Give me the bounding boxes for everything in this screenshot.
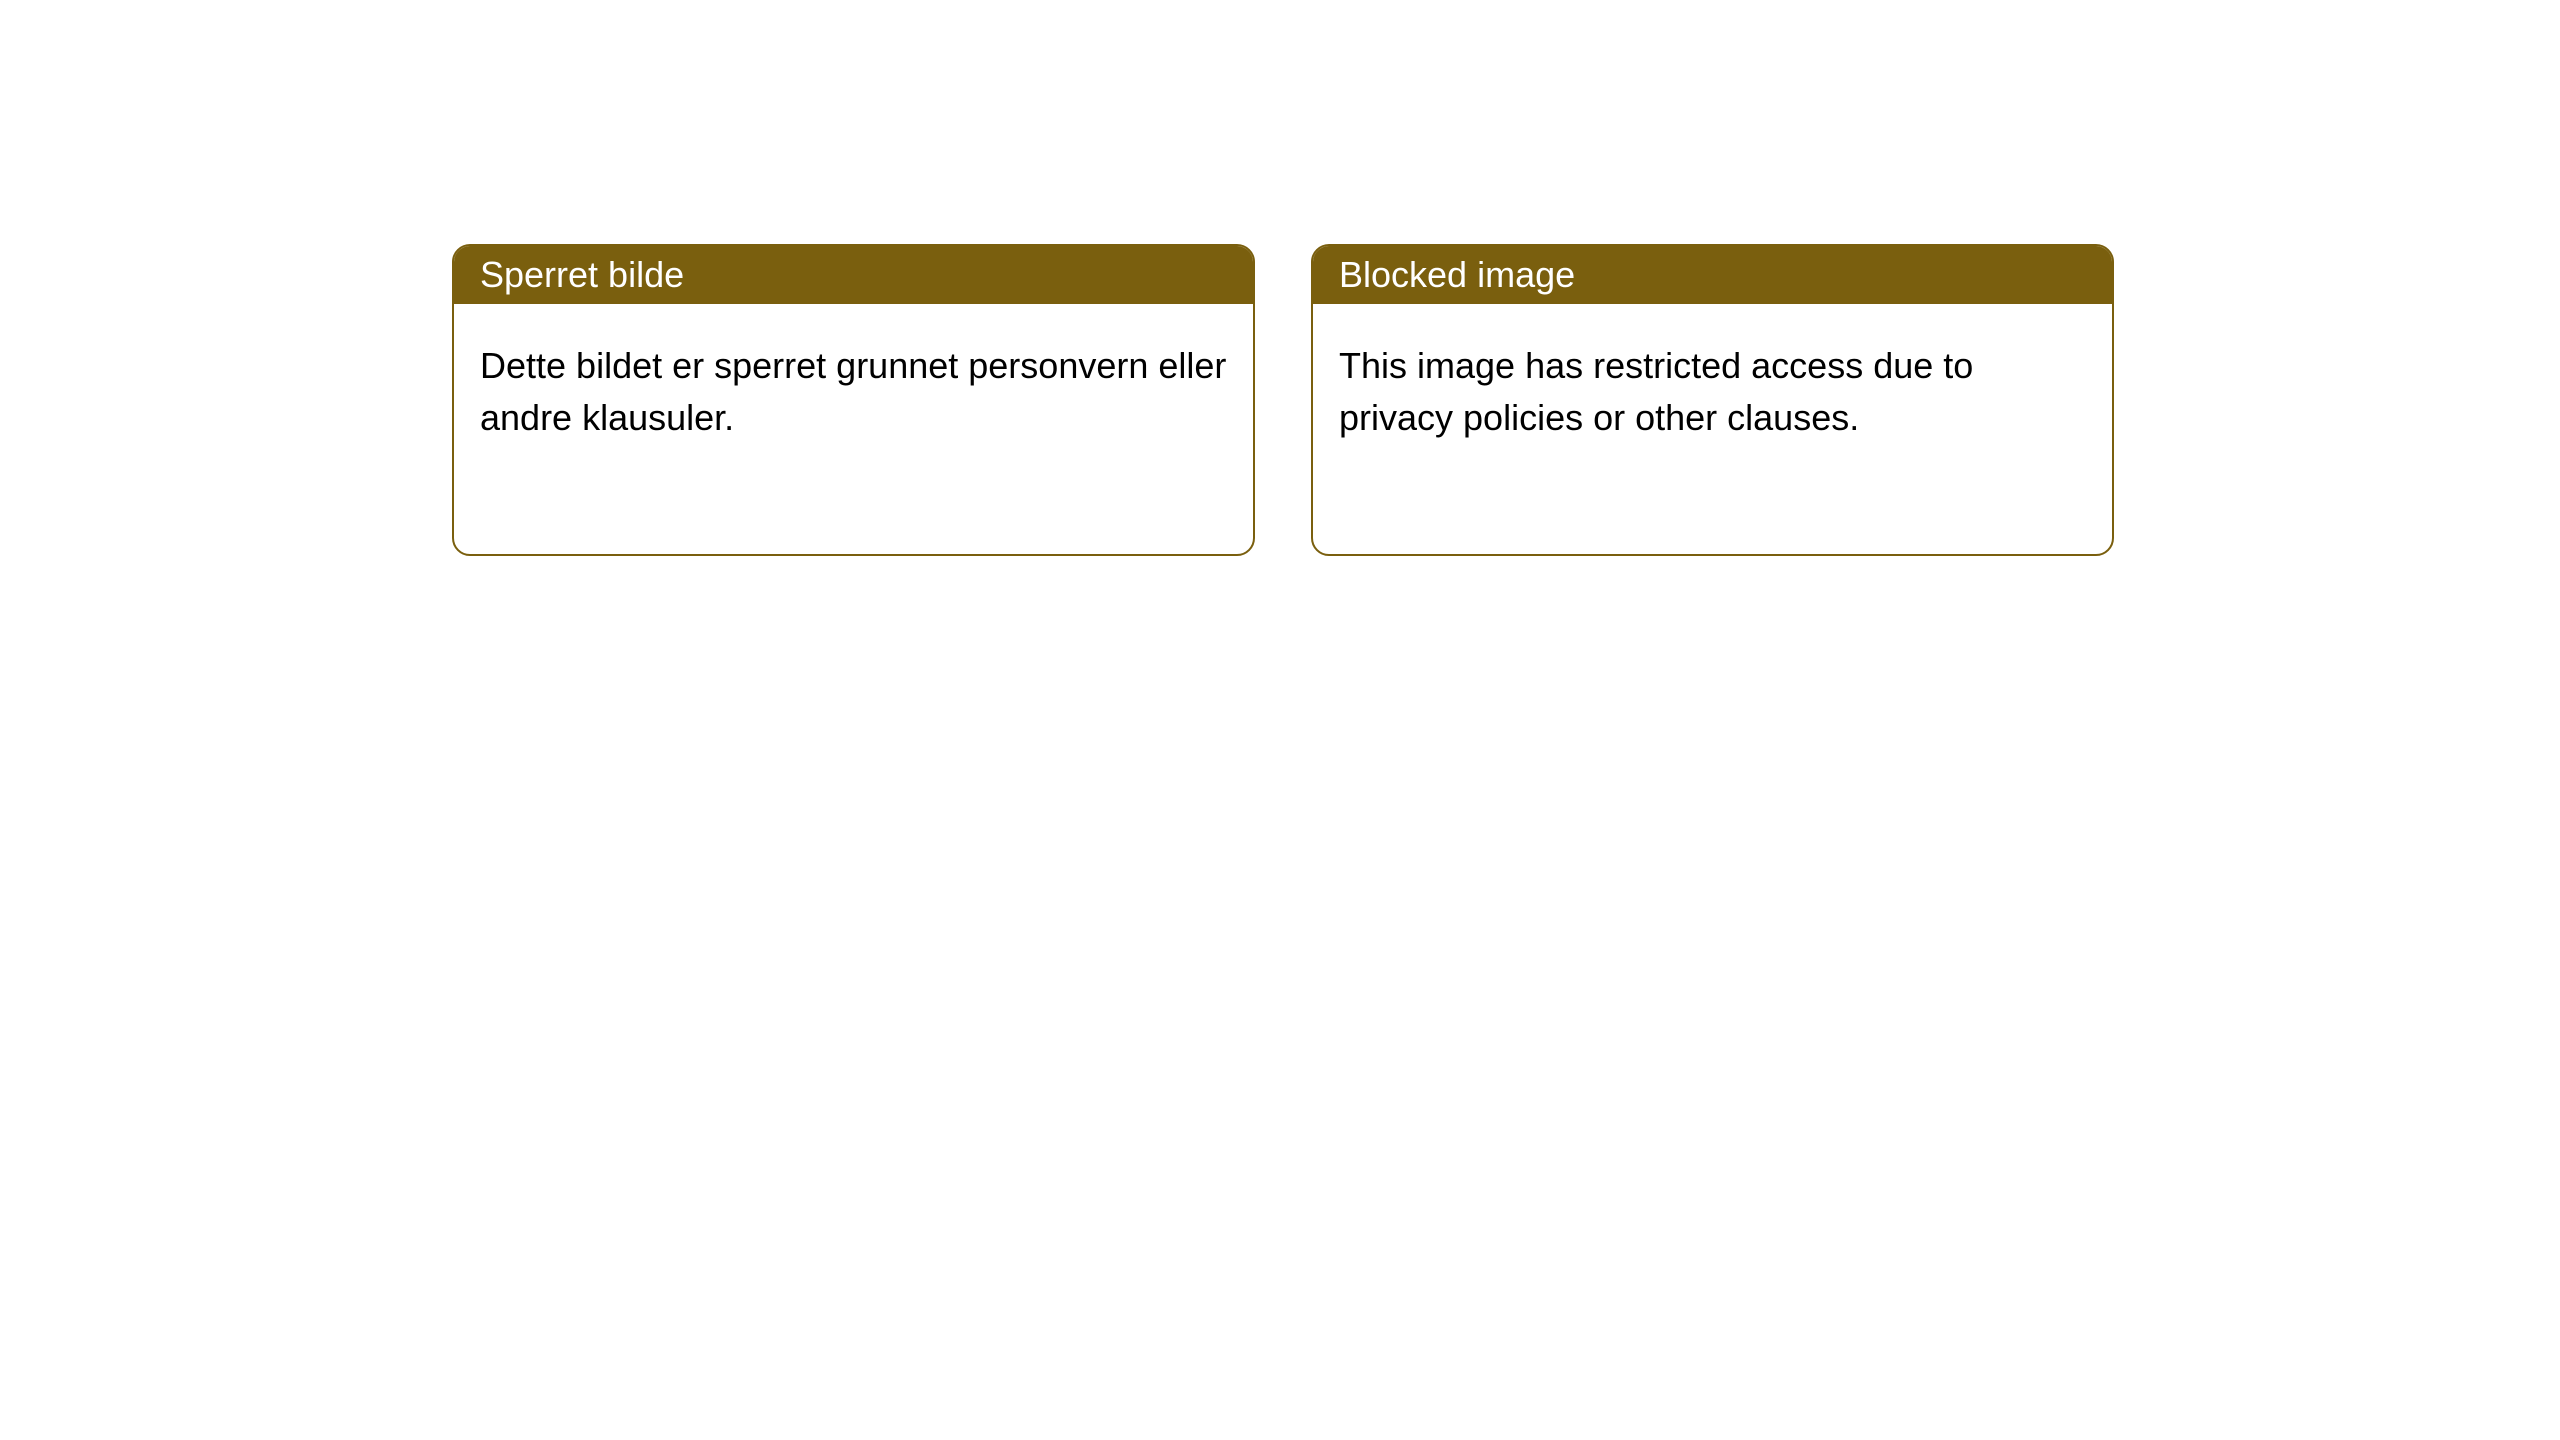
card-header: Sperret bilde — [454, 246, 1253, 304]
notice-container: Sperret bilde Dette bildet er sperret gr… — [452, 244, 2114, 556]
card-body-text: This image has restricted access due to … — [1339, 345, 1973, 438]
card-title: Sperret bilde — [480, 254, 684, 295]
card-body: Dette bildet er sperret grunnet personve… — [454, 304, 1253, 554]
card-body-text: Dette bildet er sperret grunnet personve… — [480, 345, 1226, 438]
card-body: This image has restricted access due to … — [1313, 304, 2112, 554]
notice-card-norwegian: Sperret bilde Dette bildet er sperret gr… — [452, 244, 1255, 556]
card-title: Blocked image — [1339, 254, 1575, 295]
card-header: Blocked image — [1313, 246, 2112, 304]
notice-card-english: Blocked image This image has restricted … — [1311, 244, 2114, 556]
